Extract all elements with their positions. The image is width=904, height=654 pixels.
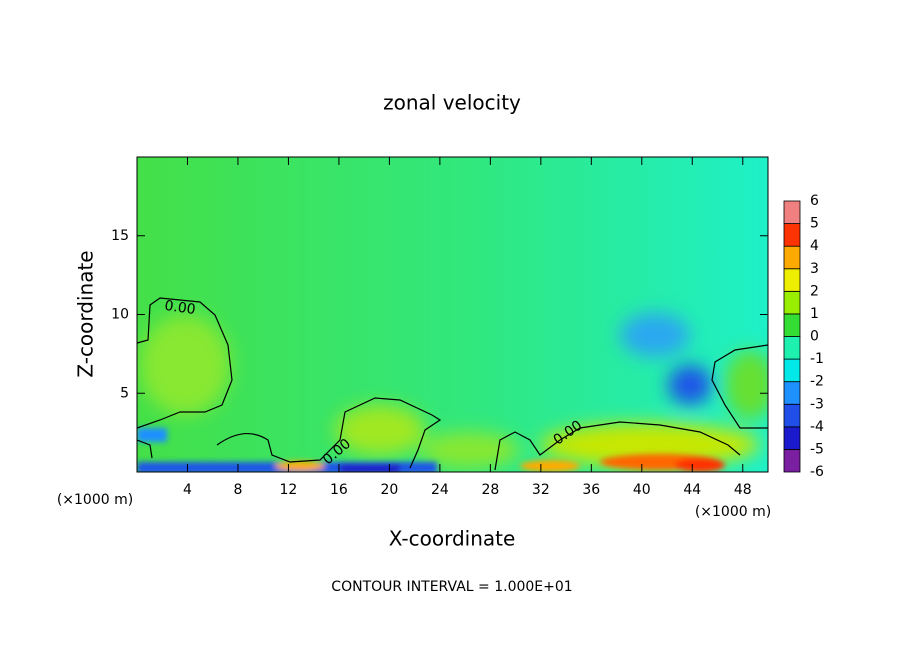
x-tick-label: 40 xyxy=(633,482,651,498)
colorbar-band xyxy=(783,449,801,473)
y-tick-label: 15 xyxy=(111,228,129,244)
colorbar-label: -4 xyxy=(810,419,824,435)
colorbar-label: 2 xyxy=(810,283,819,299)
contour-lines xyxy=(137,297,768,471)
chart-title: zonal velocity xyxy=(383,91,521,115)
colorbar-band xyxy=(783,200,801,224)
colorbar-band xyxy=(783,358,801,383)
colorbar-label: 4 xyxy=(810,238,819,254)
colorbar-band xyxy=(783,245,801,270)
x-tick-label: 12 xyxy=(280,482,298,498)
x-axis-label: X-coordinate xyxy=(389,527,516,551)
colorbar-band xyxy=(783,426,801,450)
x-tick-label: 16 xyxy=(330,482,348,498)
y-axis-unit: (×1000 m) xyxy=(57,492,133,508)
colorbar-label: -3 xyxy=(810,396,824,412)
colorbar-label: 3 xyxy=(810,261,819,277)
x-tick-label: 8 xyxy=(233,482,242,498)
x-tick-label: 44 xyxy=(683,482,701,498)
colorbar-band xyxy=(783,403,801,428)
x-tick-label: 36 xyxy=(582,482,600,498)
colorbar-label: -1 xyxy=(810,351,824,367)
colorbar-label: 6 xyxy=(810,193,819,209)
x-tick-label: 32 xyxy=(532,482,550,498)
contour-field xyxy=(137,157,768,472)
y-tick-label: 5 xyxy=(120,385,129,401)
colorbar-band xyxy=(783,381,801,405)
x-tick-label: 4 xyxy=(183,482,192,498)
colorbar-label: 0 xyxy=(810,329,819,345)
colorbar-band xyxy=(783,313,801,337)
x-tick-label: 24 xyxy=(431,482,449,498)
colorbar-band xyxy=(783,336,801,360)
x-tick-label: 48 xyxy=(734,482,752,498)
colorbar-label: -6 xyxy=(810,464,824,480)
x-axis-unit: (×1000 m) xyxy=(695,504,771,520)
y-tick-label: 10 xyxy=(111,307,129,323)
colorbar-band xyxy=(783,268,801,292)
colorbar-label: -5 xyxy=(810,441,824,457)
colorbar-band xyxy=(783,223,801,247)
contour-label: 0.00 xyxy=(163,298,196,318)
colorbar-band xyxy=(783,290,801,315)
colorbar-label: -2 xyxy=(810,374,824,390)
x-tick-label: 28 xyxy=(481,482,499,498)
y-axis-label: Z-coordinate xyxy=(74,250,98,377)
footer: CONTOUR INTERVAL = 1.000E+01 xyxy=(331,579,572,595)
colorbar-label: 1 xyxy=(810,306,819,322)
colorbar-label: 5 xyxy=(810,216,819,232)
x-tick-label: 20 xyxy=(380,482,398,498)
